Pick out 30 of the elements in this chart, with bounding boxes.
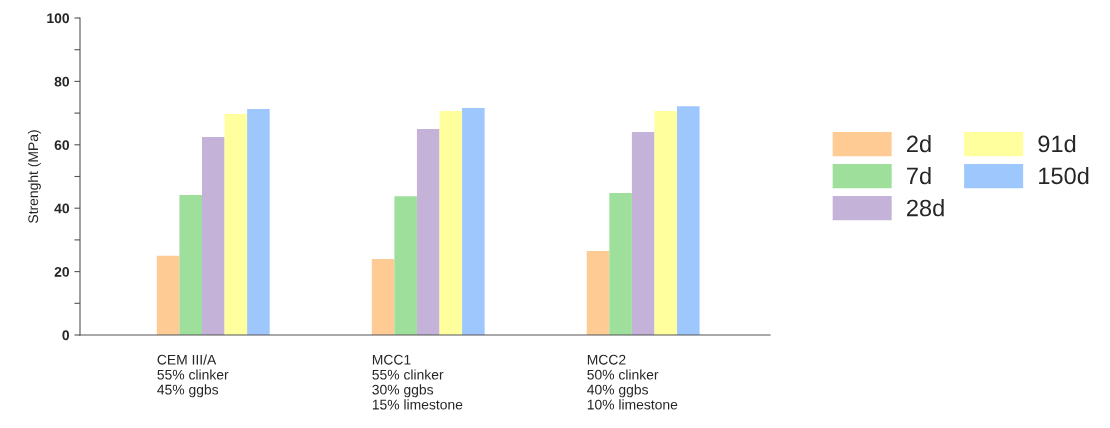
bar <box>609 192 632 335</box>
legend-label: 91d <box>1038 134 1076 153</box>
y-tick-label: 80 <box>54 76 70 87</box>
bar <box>247 108 270 335</box>
legend-label: 7d <box>907 166 931 185</box>
bar <box>439 110 463 335</box>
bar <box>201 136 225 335</box>
y-tick-label: 100 <box>47 13 70 24</box>
y-tick-label: 0 <box>62 330 70 341</box>
y-axis-title: Strenght (MPa) <box>27 130 41 223</box>
bar <box>179 194 202 335</box>
legend-label: 28d <box>907 199 944 217</box>
y-tick-label: 40 <box>54 203 70 214</box>
bar <box>224 114 248 335</box>
x-tick-label: MCC1 55% clinker 30% ggbs 15% limestone <box>372 354 463 410</box>
bar <box>371 258 395 335</box>
x-tick-label: CEM III/A 55% clinker 45% ggbs <box>157 354 229 398</box>
bar <box>416 128 440 335</box>
x-tick-label: MCC2 50% clinker 40% ggbs 10% limestone <box>587 354 678 410</box>
legend-label: 150d <box>1039 166 1089 185</box>
bar <box>654 110 678 335</box>
bar <box>462 108 485 335</box>
bar <box>156 255 180 335</box>
bar <box>586 250 610 335</box>
bar <box>631 132 655 335</box>
bar <box>394 196 417 335</box>
y-tick-label: 20 <box>54 266 70 277</box>
bar <box>677 106 700 335</box>
legend-label: 2d <box>907 134 931 153</box>
y-tick-label: 60 <box>54 140 70 150</box>
